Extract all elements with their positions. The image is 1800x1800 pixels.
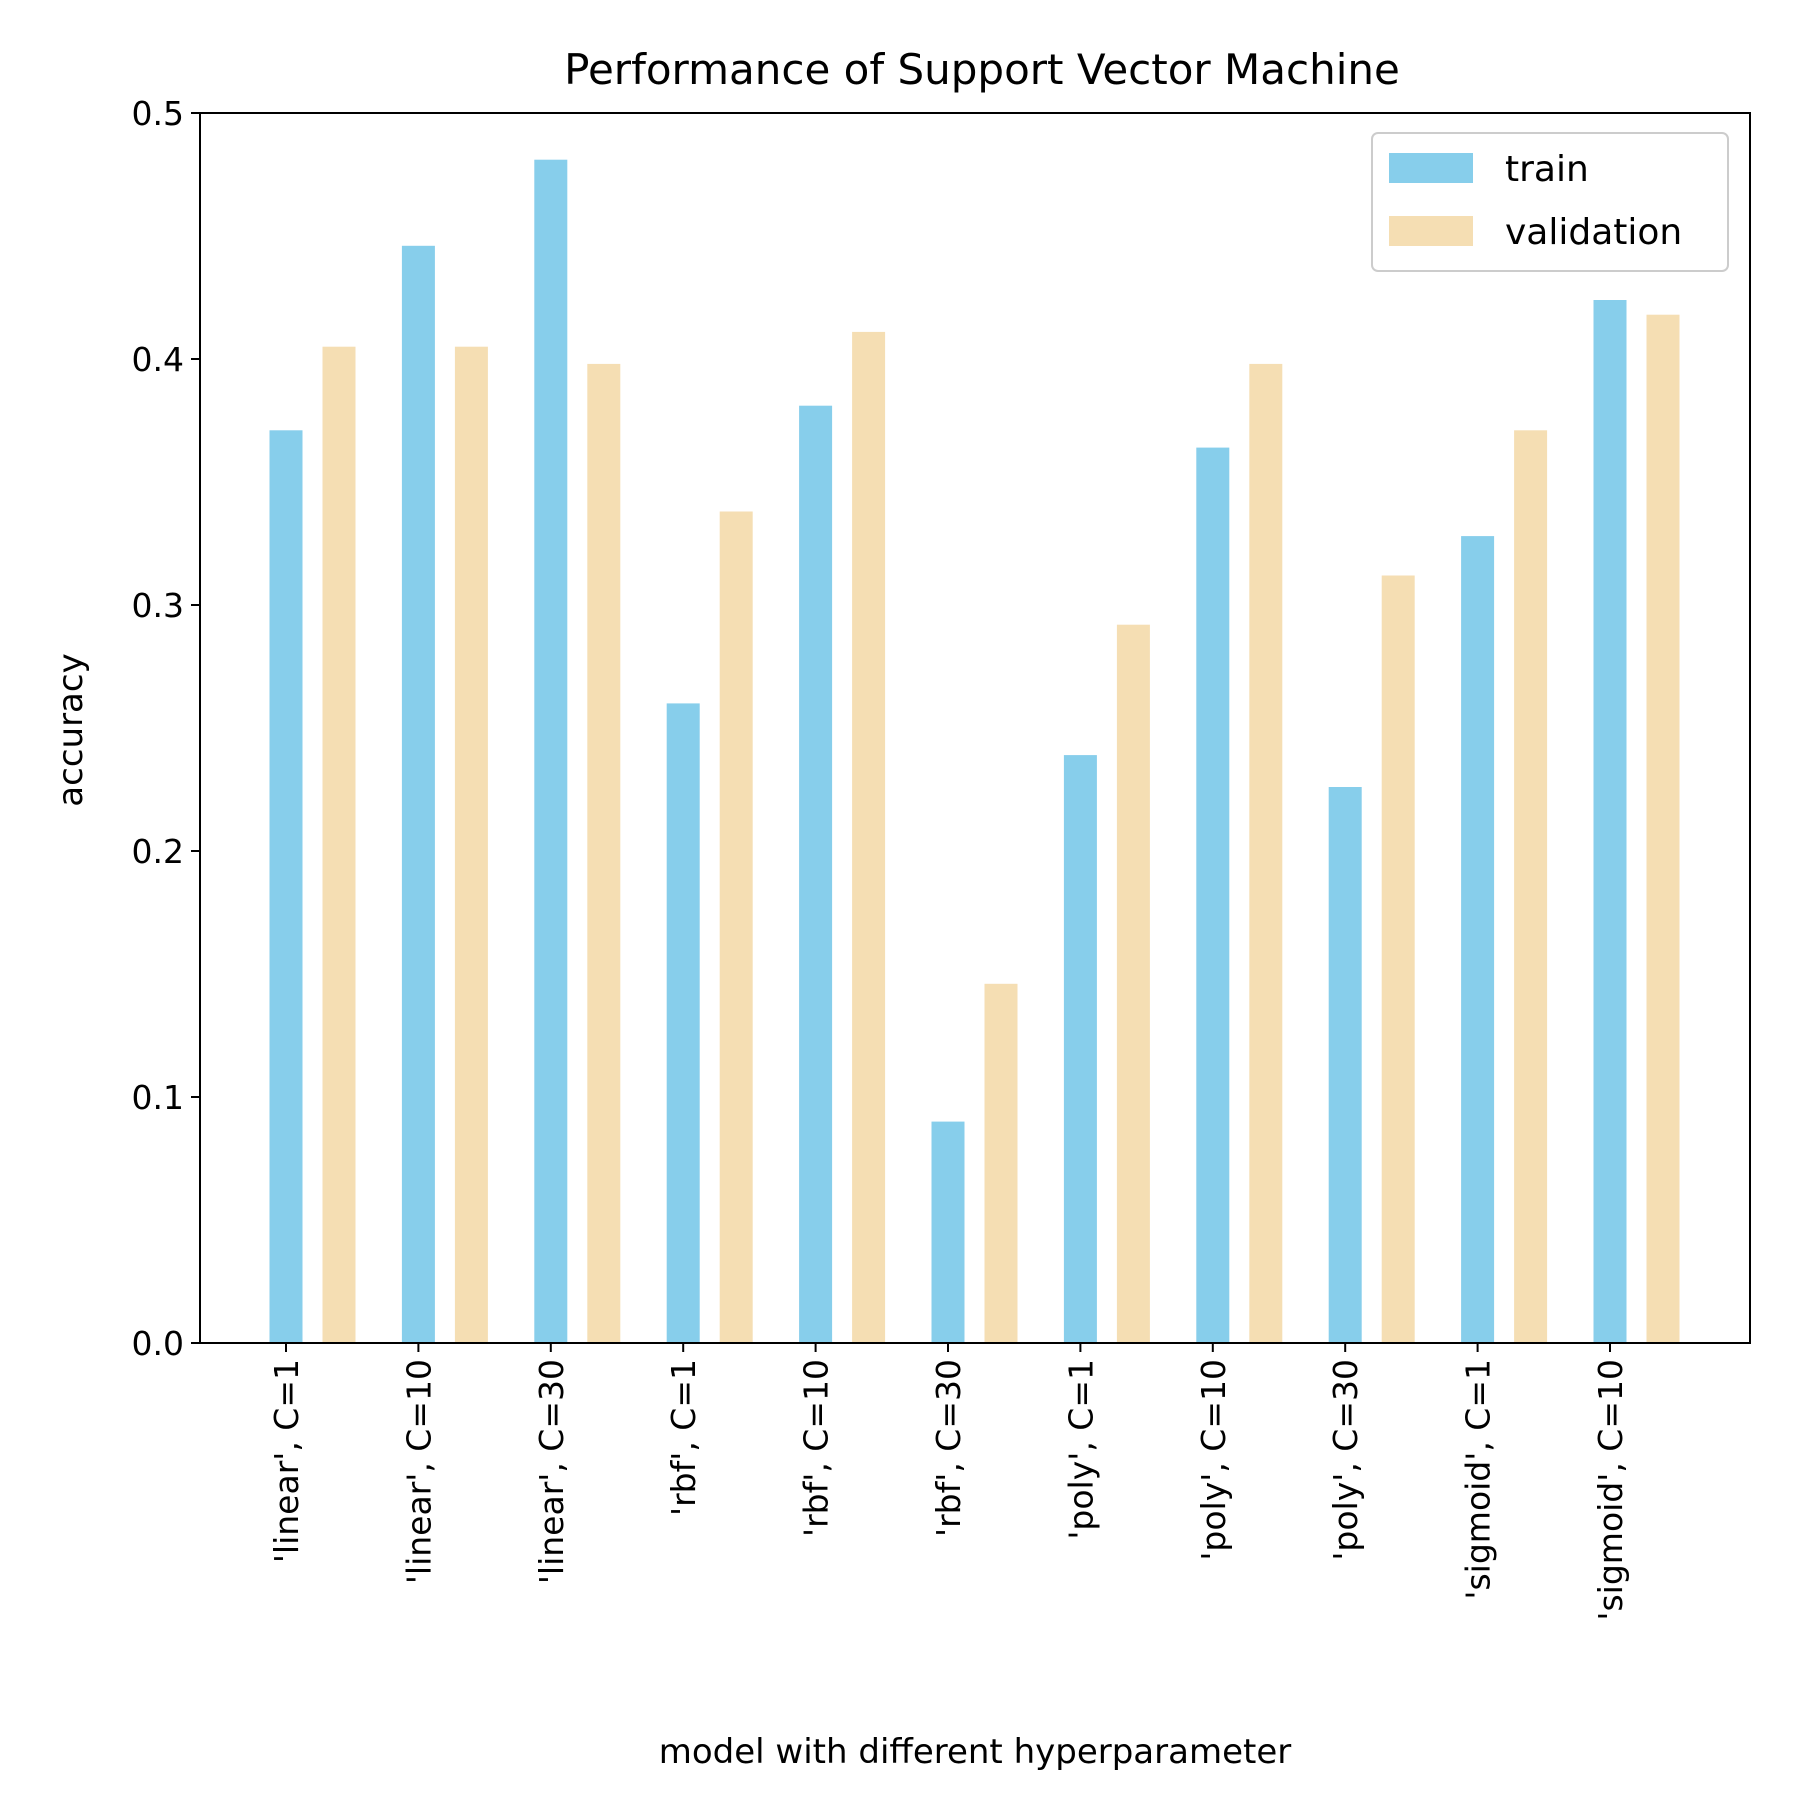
legend: train validation xyxy=(1371,132,1729,272)
y-tick-label: 0.5 xyxy=(132,94,184,133)
bar-validation-4 xyxy=(719,511,753,1343)
x-tick-label: 'linear', C=1 xyxy=(267,1359,306,1563)
x-tick-label: 'linear', C=10 xyxy=(399,1359,438,1584)
bar-train-7 xyxy=(1063,755,1097,1343)
bar-train-5 xyxy=(799,405,833,1343)
x-tick-label: 'sigmoid', C=10 xyxy=(1591,1359,1630,1621)
y-tick-label: 0.3 xyxy=(132,586,184,625)
y-axis: 0.0 0.1 0.2 0.3 0.4 0.5 xyxy=(132,94,200,1363)
bar-validation-8 xyxy=(1249,363,1283,1343)
bar-train-9 xyxy=(1328,787,1362,1343)
bar-validation-7 xyxy=(1116,624,1150,1343)
bars-layer xyxy=(269,159,1680,1344)
bar-validation-11 xyxy=(1646,314,1680,1344)
plot-frame xyxy=(199,112,1751,1344)
legend-swatch-validation xyxy=(1389,216,1473,246)
bar-train-10 xyxy=(1461,536,1495,1343)
y-tick-label: 0.1 xyxy=(132,1078,184,1117)
x-tick-label: 'rbf', C=10 xyxy=(797,1359,836,1537)
legend-label-validation: validation xyxy=(1505,212,1682,253)
x-tick-label: 'poly', C=30 xyxy=(1326,1359,1365,1561)
bar-train-3 xyxy=(534,159,568,1344)
bar-train-2 xyxy=(401,245,435,1343)
y-tick-label: 0.4 xyxy=(132,340,184,379)
x-tick-label: 'poly', C=1 xyxy=(1061,1359,1100,1540)
x-tick-label: 'linear', C=30 xyxy=(532,1359,571,1584)
bar-validation-5 xyxy=(852,331,886,1343)
x-tick-label: 'rbf', C=30 xyxy=(929,1359,968,1537)
bar-validation-9 xyxy=(1381,575,1415,1343)
legend-swatch-train xyxy=(1389,153,1473,183)
bar-validation-10 xyxy=(1514,430,1548,1343)
chart-title: Performance of Support Vector Machine xyxy=(564,45,1400,94)
bar-train-1 xyxy=(269,430,303,1343)
bar-train-11 xyxy=(1593,300,1627,1343)
bar-train-8 xyxy=(1196,447,1230,1344)
x-axis-label: model with different hyperparameter xyxy=(659,1732,1291,1772)
bar-validation-3 xyxy=(587,363,621,1343)
y-tick-label: 0.2 xyxy=(132,832,184,871)
bar-validation-1 xyxy=(322,346,356,1343)
bar-train-6 xyxy=(931,1121,965,1343)
bar-train-4 xyxy=(666,703,700,1343)
x-tick-label: 'poly', C=10 xyxy=(1194,1359,1233,1561)
bar-validation-2 xyxy=(454,346,488,1343)
y-tick-label: 0.0 xyxy=(132,1324,184,1363)
legend-label-train: train xyxy=(1505,149,1589,190)
x-axis: 'linear', C=1 'linear', C=10 'linear', C=3… xyxy=(267,1343,1630,1621)
y-axis-label: accuracy xyxy=(51,653,91,806)
x-tick-label: 'rbf', C=1 xyxy=(664,1359,703,1516)
x-tick-label: 'sigmoid', C=1 xyxy=(1459,1359,1498,1600)
bar-validation-6 xyxy=(984,983,1018,1343)
